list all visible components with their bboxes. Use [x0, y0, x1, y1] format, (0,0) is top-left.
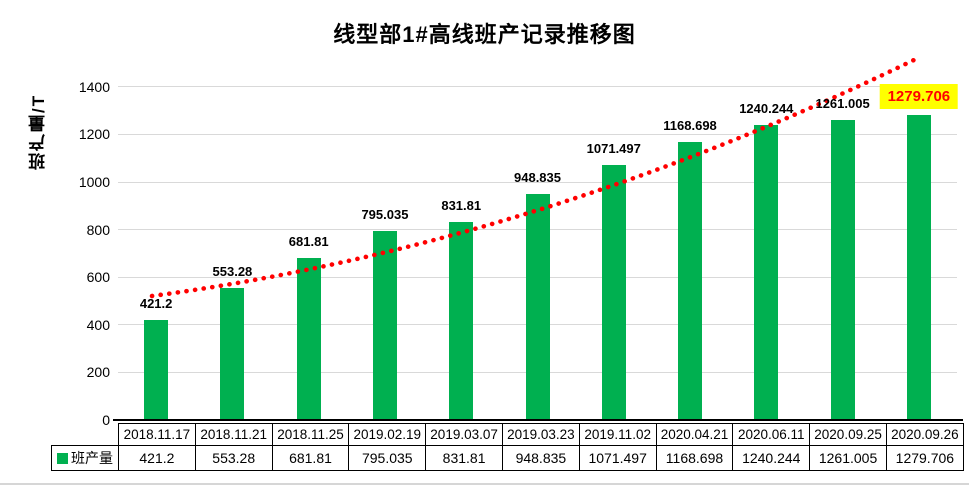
value-cell[interactable]: 1240.244	[732, 445, 811, 471]
bar-2020.04.21[interactable]	[678, 141, 703, 420]
table-row-dates: 2018.11.17 2018.11.21 2018.11.25 2019.02.19…	[52, 423, 964, 446]
value-cell[interactable]: 681.81	[271, 445, 350, 471]
y-tick-label: 1400	[78, 78, 110, 95]
data-table: 2018.11.17 2018.11.21 2018.11.25 2019.02.19…	[51, 423, 964, 471]
bar-2018.11.25[interactable]	[296, 257, 321, 420]
value-cell[interactable]: 831.81	[425, 445, 503, 471]
date-cell[interactable]: 2018.11.17	[118, 423, 196, 446]
y-tick-label: 1000	[78, 174, 110, 190]
value-cell[interactable]: 795.035	[348, 445, 427, 471]
y-tick-label: 400	[86, 316, 110, 333]
bar-2020.09.26[interactable]	[906, 115, 931, 420]
bar-2019.03.23[interactable]	[525, 194, 550, 420]
bar-label: 1240.244	[739, 100, 794, 116]
bar-2019.02.19[interactable]	[372, 230, 397, 420]
y-axis-title: 班产量/T	[29, 93, 48, 170]
bar-2018.11.21[interactable]	[220, 288, 245, 420]
y-tick-label: 600	[86, 269, 110, 286]
date-cell[interactable]: 2020.09.26	[885, 423, 964, 446]
bar-label: 948.835	[514, 170, 561, 186]
value-cell[interactable]: 1261.005	[809, 445, 887, 471]
table-corner-blank	[52, 424, 119, 446]
y-tick-label: 800	[86, 221, 110, 238]
gridline	[118, 86, 957, 88]
bar-label: 1168.698	[663, 117, 717, 133]
x-axis-line	[113, 419, 963, 421]
bar-label: 1261.005	[815, 95, 870, 111]
date-cell[interactable]: 2019.03.07	[425, 423, 503, 446]
bar-label: 421.2	[139, 295, 173, 311]
date-cell[interactable]: 2020.06.11	[732, 423, 811, 446]
value-cell[interactable]: 1071.497	[578, 445, 657, 471]
value-cell[interactable]: 421.2	[118, 445, 196, 471]
bottom-divider	[0, 483, 969, 485]
y-tick-label: 200	[86, 364, 110, 381]
y-tick-label: 0	[102, 412, 110, 428]
date-cell[interactable]: 2020.04.21	[655, 423, 734, 446]
value-cell[interactable]: 553.28	[194, 445, 273, 471]
date-cell[interactable]: 2019.02.19	[348, 423, 427, 446]
legend-cell[interactable]: 班产量	[51, 445, 119, 471]
bar-2019.11.02[interactable]	[601, 164, 626, 420]
date-cell[interactable]: 2019.11.02	[578, 423, 657, 446]
chart-title: 线型部1#高线班产记录推移图	[333, 22, 636, 47]
bar-2020.06.11[interactable]	[754, 124, 779, 420]
date-cell[interactable]: 2018.11.25	[271, 423, 350, 446]
bar-2020.09.25[interactable]	[830, 119, 855, 420]
bar-label-highlighted: 1279.706	[879, 84, 959, 110]
bar-label: 553.28	[212, 264, 253, 280]
value-cell[interactable]: 948.835	[501, 445, 580, 471]
bar-label: 681.81	[288, 233, 329, 249]
legend-swatch-icon	[57, 453, 68, 464]
bar-2018.11.17[interactable]	[144, 319, 169, 420]
bar-label: 831.81	[441, 198, 482, 214]
bar-label: 1071.497	[586, 140, 641, 156]
date-cell[interactable]: 2018.11.21	[194, 423, 273, 446]
y-tick-label: 1200	[78, 126, 110, 143]
value-cell[interactable]: 1168.698	[655, 445, 734, 471]
value-cell[interactable]: 1279.706	[885, 445, 964, 471]
table-row-values: 班产量 421.2 553.28 681.81 795.035 831.81 948.835…	[51, 445, 964, 471]
legend-label: 班产量	[71, 450, 113, 466]
date-cell[interactable]: 2020.09.25	[809, 423, 887, 446]
date-cell[interactable]: 2019.03.23	[501, 423, 580, 446]
bar-2019.03.07[interactable]	[449, 222, 474, 420]
bar-label: 795.035	[361, 206, 409, 222]
